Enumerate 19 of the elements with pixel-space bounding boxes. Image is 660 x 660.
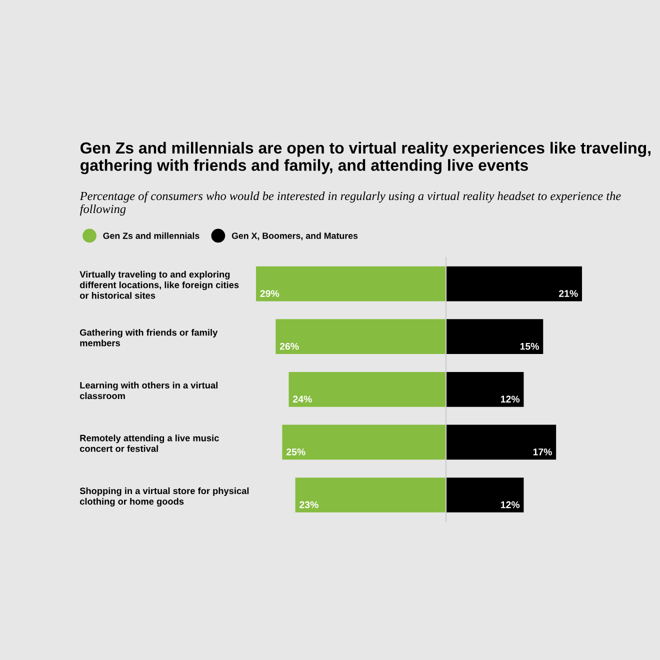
y-tick-label: Gathering with friends or family members (80, 328, 218, 346)
data-label: 24% (293, 396, 312, 403)
data-label: 15% (520, 342, 539, 350)
y-tick-label: Virtually traveling to and exploring different locations, like foreign cities or historical sites (80, 270, 239, 299)
data-label: 17% (533, 448, 552, 456)
legend-label: Gen X, Boomers, and Matures (232, 232, 358, 240)
y-tick-label: Learning with others in a virtual classroom (80, 382, 218, 400)
data-label: 21% (558, 290, 578, 297)
data-label: 12% (500, 501, 520, 508)
data-label: 26% (280, 342, 299, 350)
data-label: 29% (260, 290, 280, 297)
chart-subtitle: Percentage of consumers who would be interested in regularly using a virtual reality headset to experience the following (80, 191, 621, 216)
y-tick-label: Shopping in a virtual store for physical clothing or home goods (80, 487, 249, 507)
chart-title: Gen Zs and millennials are open to virtual reality experiences like traveling, gathering with friends and family, and attending live events (80, 142, 650, 174)
data-label: 12% (500, 396, 520, 403)
y-tick-label: Remotely attending a live music concert or festival (80, 434, 219, 452)
legend-label: Gen Zs and millennials (103, 232, 200, 239)
data-label: 25% (286, 448, 306, 456)
data-label: 23% (300, 501, 318, 508)
